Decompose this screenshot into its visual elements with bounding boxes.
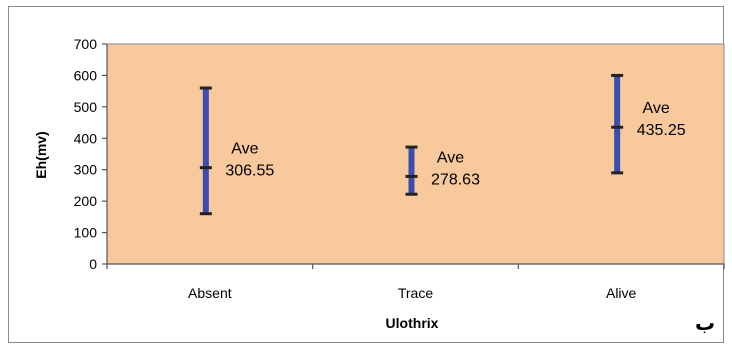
y-tick-label: 700	[74, 36, 98, 52]
average-label-value: 435.25	[637, 122, 686, 139]
y-axis-ticks: 0 100 200 300 400 500 600 700	[74, 36, 107, 272]
range-bar-alive: Ave 435.25	[611, 73, 686, 175]
average-label-title: Ave	[231, 141, 258, 158]
y-axis-title: Eh(mv)	[33, 131, 49, 178]
x-axis-ticks: Absent Trace Alive	[106, 264, 725, 301]
x-tick-label: Alive	[606, 285, 637, 301]
y-tick-label: 0	[89, 256, 97, 272]
average-label-title: Ave	[437, 149, 464, 166]
range-bar-trace: Ave 278.63	[405, 145, 480, 196]
y-tick-label: 400	[74, 130, 98, 146]
corner-mark: ب	[695, 311, 715, 335]
x-tick-label: Trace	[398, 285, 433, 301]
chart-marks: Ave 306.55 Ave 278.63 Ave 435.25	[199, 73, 686, 216]
y-tick-label: 300	[74, 162, 98, 178]
y-tick-label: 600	[74, 67, 98, 83]
y-tick-label: 100	[74, 225, 98, 241]
average-label-value: 306.55	[225, 163, 274, 180]
x-tick-label: Absent	[188, 285, 232, 301]
y-tick-label: 200	[74, 193, 98, 209]
x-axis-title: Ulothrix	[386, 315, 439, 331]
y-tick-label: 500	[74, 99, 98, 115]
range-bar-absent: Ave 306.55	[199, 86, 274, 216]
average-label-value: 278.63	[431, 171, 480, 188]
average-label-title: Ave	[643, 100, 670, 117]
plot-area	[106, 43, 725, 265]
